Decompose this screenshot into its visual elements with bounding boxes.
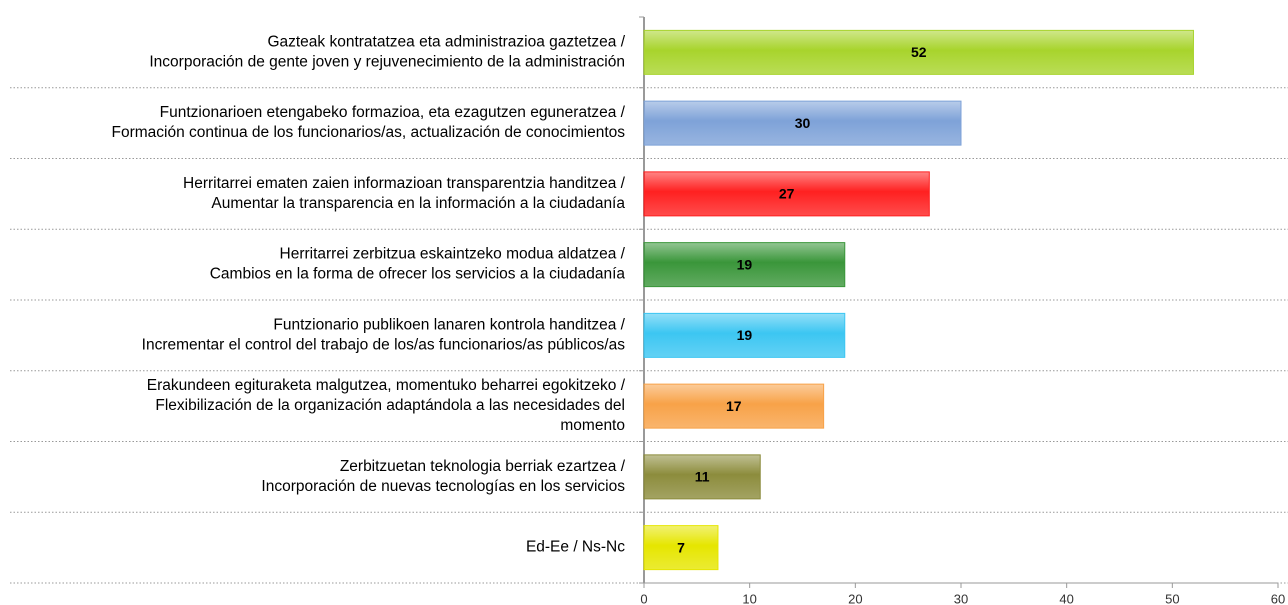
category-label: Ed-Ee / Ns-Nc (526, 539, 625, 556)
data-label: 11 (695, 469, 710, 485)
category-label-line: Incorporación de nuevas tecnologías en l… (261, 478, 625, 495)
data-label: 17 (726, 398, 742, 414)
x-tick-label: 20 (848, 591, 862, 605)
category-label: Herritarrei ematen zaien informazioan tr… (183, 175, 626, 212)
category-label: Herritarrei zerbitzua eskaintzeko modua … (210, 246, 626, 283)
data-label: 30 (795, 115, 811, 131)
data-label: 52 (911, 44, 927, 60)
category-label: Gazteak kontratatzea eta administrazioa … (149, 33, 625, 70)
category-label-line: Funtzionarioen etengabeko formazioa, eta… (160, 104, 626, 121)
category-label-line: Formación continua de los funcionarios/a… (111, 124, 625, 141)
bar (643, 525, 719, 571)
category-label-line: Cambios en la forma de ofrecer los servi… (210, 266, 626, 283)
data-label: 19 (737, 327, 753, 343)
category-label-line: Aumentar la transparencia en la informac… (211, 195, 625, 212)
x-tick-label: 40 (1059, 591, 1073, 605)
category-label-line: Incrementar el control del trabajo de lo… (142, 336, 626, 353)
category-label-line: Funtzionario publikoen lanaren kontrola … (273, 316, 625, 333)
x-tick-label: 60 (1271, 591, 1285, 605)
category-label-line: Zerbitzuetan teknologia berriak ezartzea… (340, 458, 626, 475)
data-label: 27 (779, 186, 795, 202)
x-tick-label: 10 (742, 591, 756, 605)
bar (643, 383, 825, 429)
data-label: 19 (737, 256, 753, 272)
category-label-line: Flexibilización de la organización adapt… (155, 397, 625, 414)
category-label: Zerbitzuetan teknologia berriak ezartzea… (261, 458, 625, 495)
category-label-line: Ed-Ee / Ns-Nc (526, 539, 625, 556)
category-label: Erakundeen egituraketa malgutzea, moment… (147, 377, 626, 434)
x-tick-label: 30 (954, 591, 968, 605)
category-label: Funtzionarioen etengabeko formazioa, eta… (111, 104, 625, 141)
bar (643, 242, 846, 288)
category-label-line: momento (560, 417, 625, 434)
data-label: 7 (677, 539, 685, 555)
category-label-line: Incorporación de gente joven y rejuvenec… (149, 53, 625, 70)
bar (643, 100, 962, 146)
category-label-line: Erakundeen egituraketa malgutzea, moment… (147, 377, 626, 394)
category-label-line: Herritarrei zerbitzua eskaintzeko modua … (280, 246, 626, 263)
bar (643, 29, 1194, 75)
category-label: Funtzionario publikoen lanaren kontrola … (142, 316, 626, 353)
bar (643, 171, 930, 217)
category-label-line: Gazteak kontratatzea eta administrazioa … (267, 33, 625, 50)
bar (643, 454, 761, 500)
bar (643, 312, 846, 358)
category-label-line: Herritarrei ematen zaien informazioan tr… (183, 175, 626, 192)
x-tick-label: 0 (640, 591, 647, 605)
x-tick-label: 50 (1165, 591, 1179, 605)
